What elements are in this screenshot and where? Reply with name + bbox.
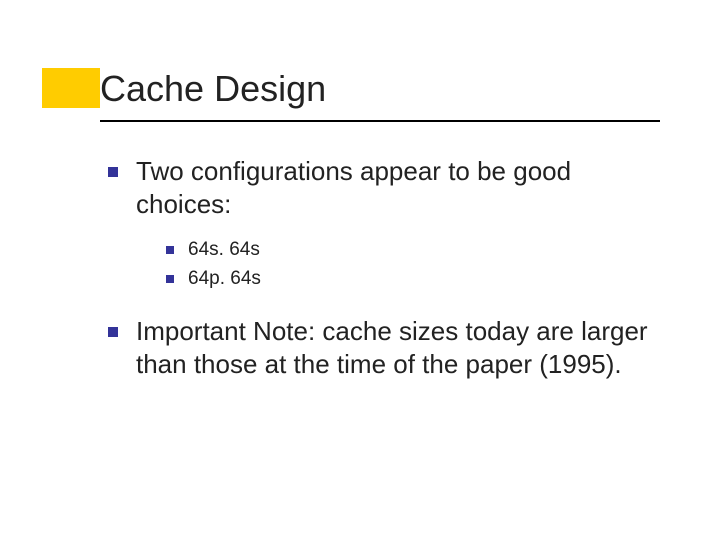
bullet-level1: Two configurations appear to be good cho… [108,155,668,220]
slide-title: Cache Design [100,68,326,110]
sub-bullets: 64s. 64s 64p. 64s [166,238,668,291]
bullet-text: 64p. 64s [188,267,261,292]
square-bullet-icon [166,275,174,283]
bullet-level2: 64p. 64s [166,267,668,292]
square-bullet-icon [108,167,118,177]
bullet-text: Two configurations appear to be good cho… [136,155,668,220]
bullet-text: Important Note: cache sizes today are la… [136,315,668,380]
title-underline [100,120,660,122]
square-bullet-icon [166,246,174,254]
accent-block [42,68,100,108]
square-bullet-icon [108,327,118,337]
slide-content: Two configurations appear to be good cho… [108,155,668,398]
bullet-level1: Important Note: cache sizes today are la… [108,315,668,380]
bullet-text: 64s. 64s [188,238,260,263]
bullet-level2: 64s. 64s [166,238,668,263]
